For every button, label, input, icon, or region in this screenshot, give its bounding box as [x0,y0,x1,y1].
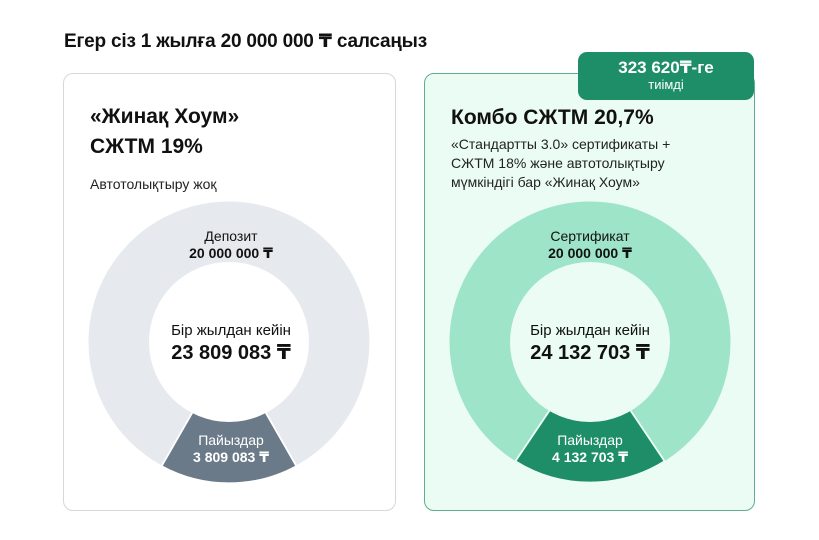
right-donut-chart [449,201,731,483]
left-interest-label: Пайыздар 3 809 083 ₸ [193,432,269,465]
right-center-total: Бір жылдан кейін 24 132 703 ₸ [530,322,650,364]
right-card-subtitle-3: мүмкіндігі бар «Жинақ Хоум» [451,174,640,190]
right-card-title: Комбо СЖТМ 20,7% [451,106,654,129]
right-card-subtitle-2: СЖТМ 18% және автотолықтыру [451,155,665,171]
left-card-title-line2: СЖТМ 19% [90,135,203,158]
left-card-subtitle: Автотолықтыру жоқ [90,176,217,192]
left-deposit-label: Депозит 20 000 000 ₸ [189,228,273,261]
left-donut-chart [88,201,370,483]
left-card-title-line1: «Жинақ Хоум» [90,105,240,128]
left-center-total: Бір жылдан кейін 23 809 083 ₸ [171,322,291,364]
right-card-subtitle-1: «Стандартты 3.0» сертификаты + [451,136,671,152]
right-interest-label: Пайыздар 4 132 703 ₸ [552,432,628,465]
right-certificate-label: Сертификат 20 000 000 ₸ [548,228,632,261]
page-title: Егер сіз 1 жылға 20 000 000 ₸ салсаңыз [64,31,427,52]
savings-badge: 323 620₸-ге тиімді [578,52,754,100]
